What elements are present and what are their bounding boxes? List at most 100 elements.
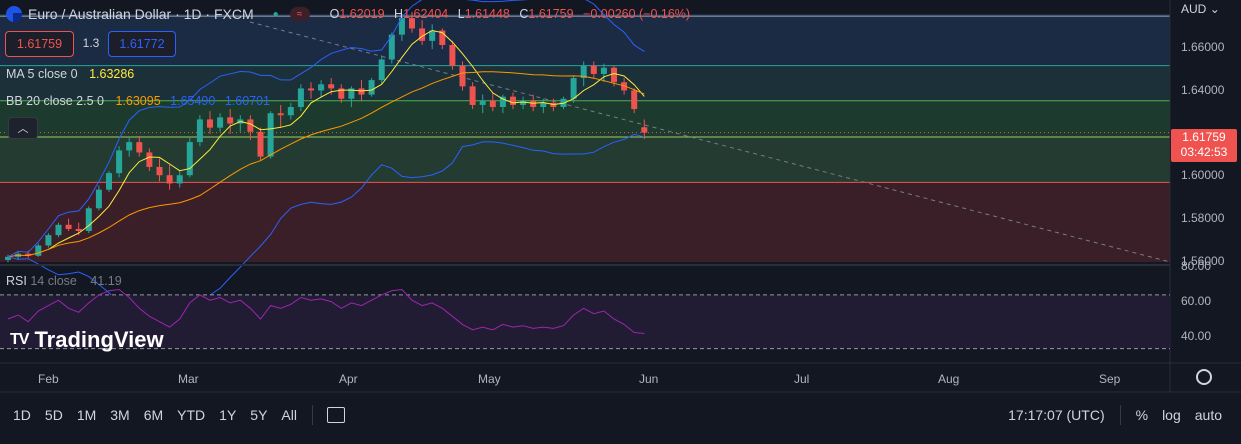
symbol-header: Euro / Australian Dollar · 1D · FXCM ● ≈… <box>6 3 690 25</box>
price-tick: 1.58000 <box>1181 211 1225 225</box>
zone-mid <box>0 100 1170 137</box>
bb-lower-value: 1.60701 <box>224 94 270 108</box>
candle-body <box>489 100 496 107</box>
candle-body <box>398 18 405 35</box>
candle-body <box>5 256 11 260</box>
candle-body <box>479 100 486 105</box>
spread-value: 1.3 <box>82 36 100 50</box>
zone-bottom <box>0 182 1170 262</box>
price-tick: 1.56000 <box>1181 254 1225 268</box>
bar-countdown: 03:42:53 <box>1180 145 1228 159</box>
range-3m[interactable]: 3M <box>110 407 130 423</box>
candle-body <box>156 166 163 176</box>
rsi-band <box>0 294 1170 349</box>
low-value: 1.61448 <box>464 7 510 21</box>
range-ytd[interactable]: YTD <box>177 407 206 423</box>
calendar-icon[interactable] <box>326 407 345 423</box>
candle-body <box>530 100 537 107</box>
candle-body <box>277 113 284 116</box>
sell-button[interactable]: 1.61759 <box>5 31 74 57</box>
ma-value: 1.63286 <box>89 67 135 81</box>
candle-body <box>186 142 193 176</box>
candle-body <box>267 113 274 157</box>
bb-legend[interactable]: BB 20 close 2.5 0 1.63095 1.65490 1.6070… <box>6 94 270 108</box>
candle-body <box>641 127 648 133</box>
symbol-title[interactable]: Euro / Australian Dollar · 1D · FXCM <box>28 6 254 22</box>
candle-body <box>439 30 446 45</box>
range-1d[interactable]: 1D <box>13 407 31 423</box>
candle-body <box>328 84 335 89</box>
close-value: 1.61759 <box>528 7 574 21</box>
bb-label: BB 20 close 2.5 0 <box>6 94 104 108</box>
open-label: O <box>329 7 340 21</box>
log-toggle[interactable]: log <box>1162 407 1181 423</box>
candle-body <box>146 152 153 167</box>
auto-toggle[interactable]: auto <box>1194 407 1222 423</box>
last-price: 1.61759 <box>1182 130 1226 144</box>
wave-icon[interactable]: ≈ <box>289 7 310 21</box>
candle-body <box>469 86 476 105</box>
close-label: C <box>519 7 529 21</box>
candle-body <box>55 224 62 236</box>
time-label: Aug <box>938 372 960 386</box>
tradingview-logo[interactable]: TV TradingView <box>10 327 164 353</box>
toolbar-divider <box>311 405 313 425</box>
candle-body <box>126 142 133 151</box>
bb-upper-line <box>7 0 645 258</box>
rsi-tick: 60.00 <box>1181 294 1212 308</box>
candle-body <box>358 88 365 95</box>
ma-legend[interactable]: MA 5 close 0 1.63286 <box>6 67 134 81</box>
buy-button[interactable]: 1.61772 <box>108 31 176 57</box>
bb-upper-value: 1.65490 <box>170 94 216 108</box>
tradingview-mark-icon: TV <box>10 331 29 348</box>
collapse-legend-button[interactable]: ︿ <box>8 117 38 139</box>
gear-icon[interactable] <box>1196 369 1212 385</box>
rsi-params: 14 close <box>30 274 77 288</box>
candle-body <box>368 80 375 95</box>
rsi-tick: 40.00 <box>1181 329 1212 343</box>
candle-body <box>580 65 587 79</box>
currency-selector[interactable]: AUD ⌄ <box>1181 2 1220 16</box>
candle-body <box>85 208 92 231</box>
candle-body <box>106 173 112 190</box>
candle-body <box>570 78 577 99</box>
utc-clock[interactable]: 17:17:07 (UTC) <box>1008 407 1105 423</box>
candle-body <box>217 117 224 128</box>
rsi-tick: 80.00 <box>1181 259 1212 273</box>
candle-body <box>520 100 527 105</box>
candle-body <box>65 224 72 229</box>
candle-body <box>287 107 294 116</box>
high-label: H <box>394 7 404 21</box>
time-label: Sep <box>1099 372 1121 386</box>
range-1y[interactable]: 1Y <box>219 407 237 423</box>
rsi-label: RSI <box>6 274 27 288</box>
range-5d[interactable]: 5D <box>44 407 63 423</box>
candle-body <box>631 90 638 110</box>
candle-body <box>318 84 325 91</box>
candle-body <box>25 253 32 256</box>
bb-basis-value: 1.63095 <box>115 94 161 108</box>
price-tick: 1.60000 <box>1181 168 1225 182</box>
percent-toggle[interactable]: % <box>1135 407 1149 423</box>
candle-body <box>176 175 183 184</box>
range-6m[interactable]: 6M <box>143 407 164 423</box>
zone-lower <box>0 136 1170 183</box>
range-1m[interactable]: 1M <box>76 407 97 423</box>
market-open-icon: ● <box>272 8 279 20</box>
candle-body <box>207 119 213 128</box>
currency-label: AUD <box>1181 2 1207 16</box>
ohlc-readout: O1.62019 H1.62404 L1.61448 C1.61759 −0.0… <box>324 7 690 21</box>
range-all[interactable]: All <box>281 407 297 423</box>
high-value: 1.62404 <box>403 7 449 21</box>
rsi-legend[interactable]: RSI 14 close 41.19 <box>6 274 122 288</box>
candle-body <box>196 119 203 143</box>
ma-label: MA 5 close 0 <box>6 67 78 81</box>
range-5y[interactable]: 5Y <box>250 407 268 423</box>
time-label: Jul <box>794 372 810 386</box>
chevron-up-icon: ︿ <box>17 123 29 135</box>
time-label: May <box>478 372 501 386</box>
time-label: Mar <box>178 372 199 386</box>
chevron-down-icon: ⌄ <box>1209 2 1220 16</box>
last-price-tag: 1.61759 03:42:53 <box>1171 129 1237 162</box>
